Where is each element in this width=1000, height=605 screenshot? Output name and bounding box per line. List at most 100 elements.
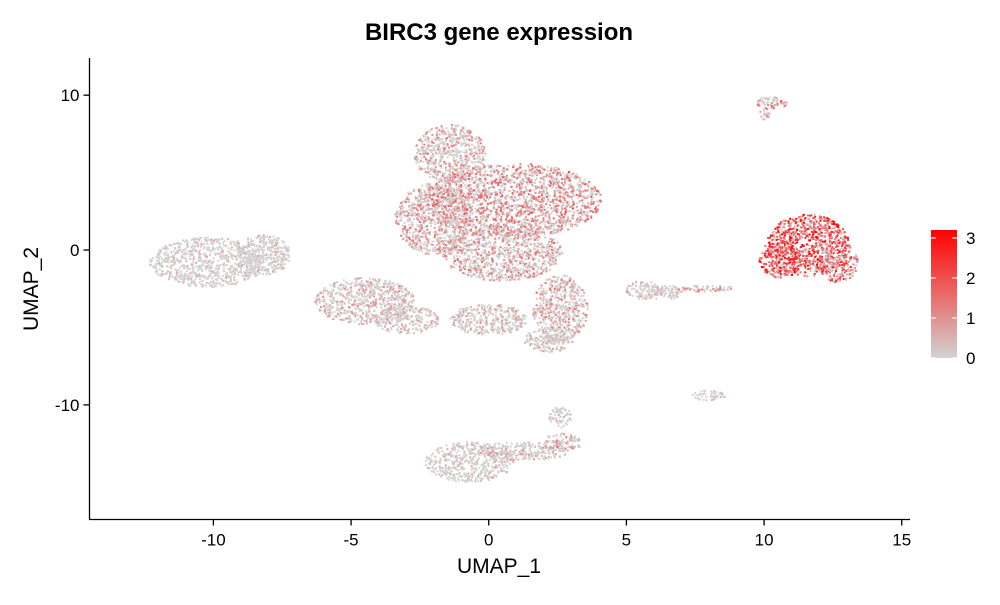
cell-point — [412, 248, 415, 251]
cell-point — [229, 276, 232, 279]
cell-point — [465, 175, 468, 178]
cell-point — [333, 311, 336, 314]
cell-point — [239, 250, 242, 253]
cell-point — [264, 267, 267, 270]
cell-point — [517, 235, 520, 237]
cell-point — [449, 235, 452, 238]
cell-point — [329, 295, 332, 298]
cell-point — [451, 211, 454, 214]
cell-point — [494, 170, 497, 172]
cell-point — [531, 196, 534, 199]
cell-point — [526, 183, 529, 186]
cell-point — [458, 208, 461, 211]
cell-point — [595, 210, 598, 213]
cell-point — [560, 216, 563, 219]
cell-point — [211, 249, 214, 252]
cell-point — [454, 163, 457, 166]
cell-point — [473, 145, 476, 148]
cell-point — [358, 308, 361, 311]
cell-point — [261, 249, 264, 252]
cell-point — [425, 208, 428, 211]
cell-point — [557, 180, 560, 183]
cell-point — [187, 282, 190, 285]
cell-point — [247, 244, 250, 247]
cell-point — [211, 286, 214, 289]
cell-point — [193, 256, 195, 259]
cell-point — [478, 194, 481, 197]
cell-point — [394, 294, 396, 296]
cell-point — [460, 169, 463, 172]
cell-point — [465, 149, 468, 152]
cell-point — [346, 293, 349, 296]
cell-point — [182, 253, 185, 255]
cell-point — [184, 251, 187, 254]
cell-point — [412, 189, 415, 192]
cell-point — [209, 253, 212, 256]
cell-point — [380, 286, 383, 289]
cell-point — [468, 224, 471, 227]
cell-point — [465, 152, 468, 154]
cell-point — [490, 210, 493, 213]
cell-point — [400, 206, 403, 209]
cell-point — [284, 258, 287, 261]
cell-point — [479, 215, 482, 218]
cell-point — [361, 303, 364, 306]
cell-point — [441, 149, 444, 152]
cell-point — [451, 195, 453, 198]
cell-point — [161, 258, 163, 261]
cell-point — [454, 206, 457, 209]
cell-point — [218, 238, 221, 241]
cell-point — [195, 250, 198, 253]
cell-point — [531, 169, 534, 172]
cell-point — [411, 321, 414, 324]
cell-point — [398, 215, 401, 218]
cell-point — [447, 150, 450, 153]
cell-point — [400, 211, 403, 214]
cell-point — [198, 255, 201, 258]
cell-point — [441, 206, 444, 209]
cell-point — [520, 204, 523, 207]
cell-point — [563, 221, 566, 224]
cell-point — [458, 217, 461, 220]
cell-point — [542, 190, 545, 193]
cell-point — [580, 183, 583, 186]
cell-point — [466, 155, 469, 158]
cell-point — [230, 278, 232, 281]
cell-point — [511, 197, 514, 200]
cell-point — [449, 140, 452, 143]
cell-point — [477, 167, 480, 170]
cell-point — [408, 205, 411, 208]
cell-point — [199, 253, 202, 255]
cell-point — [468, 145, 471, 148]
cell-point — [277, 266, 280, 269]
cell-point — [226, 271, 228, 274]
cell-point — [436, 243, 439, 246]
cell-point — [353, 301, 356, 304]
cell-point — [220, 252, 222, 255]
cell-point — [337, 304, 340, 307]
cell-point — [447, 225, 450, 228]
cell-point — [458, 189, 461, 192]
cell-point — [586, 206, 589, 209]
cell-point — [445, 216, 448, 219]
cell-point — [530, 200, 533, 202]
cell-point — [190, 239, 193, 241]
cell-point — [546, 192, 549, 194]
cell-point — [249, 257, 252, 260]
cell-point — [395, 313, 398, 316]
cell-point — [475, 233, 478, 236]
cell-point — [476, 190, 479, 193]
cell-point — [351, 281, 354, 284]
cell-point — [326, 311, 329, 314]
cell-point — [554, 169, 557, 172]
cell-point — [390, 294, 393, 297]
cell-point — [548, 184, 551, 187]
cell-point — [442, 189, 445, 192]
cell-point — [434, 166, 437, 169]
cell-point — [274, 253, 277, 256]
cell-point — [424, 235, 427, 238]
cell-point — [507, 206, 510, 208]
cell-point — [237, 262, 240, 265]
cell-point — [277, 263, 280, 266]
cell-point — [187, 284, 190, 287]
